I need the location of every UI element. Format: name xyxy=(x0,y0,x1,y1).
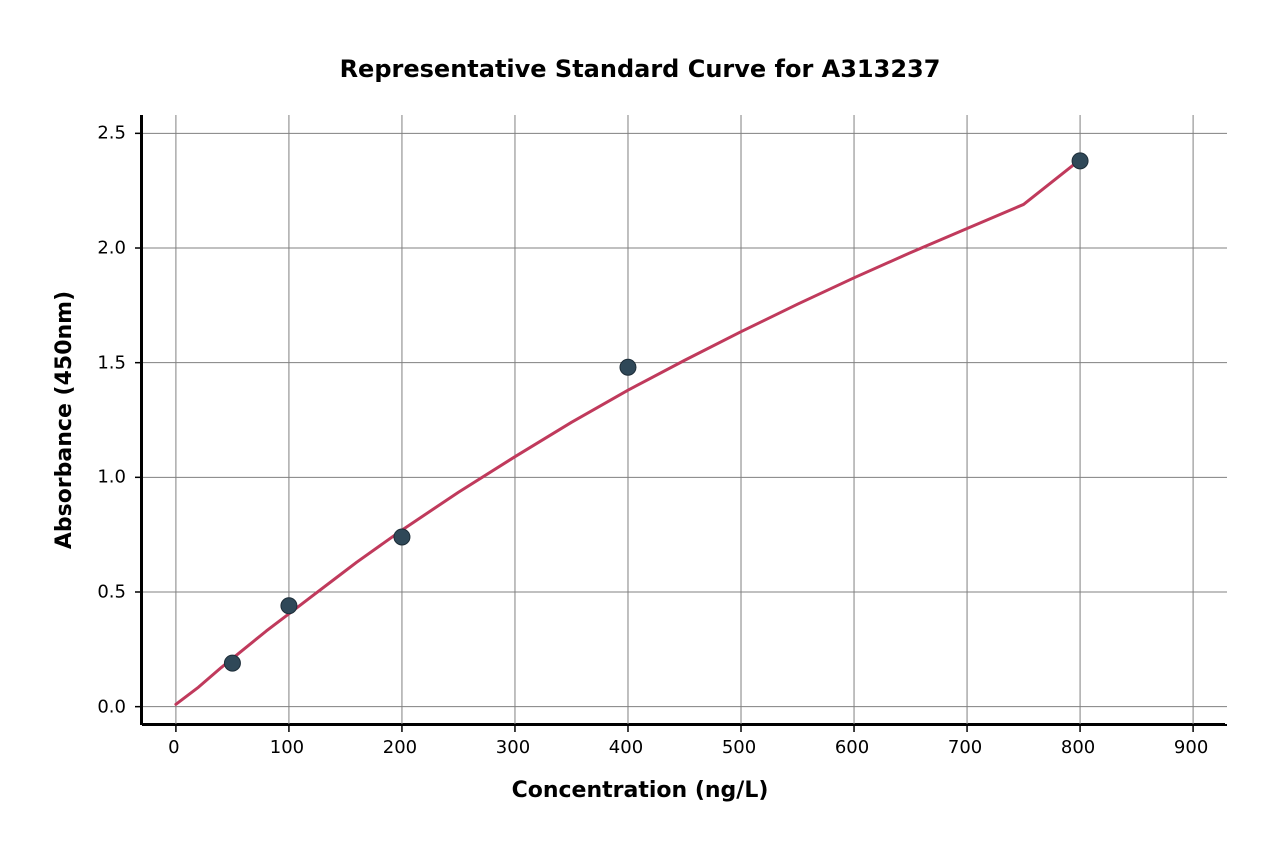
xtick-label: 300 xyxy=(496,737,530,758)
figure: Representative Standard Curve for A31323… xyxy=(0,0,1280,845)
ytick-label: 2.0 xyxy=(97,238,126,259)
ytick-label: 1.5 xyxy=(97,352,126,373)
xtick-label: 100 xyxy=(270,737,304,758)
y-axis-label: Absorbance (450nm) xyxy=(52,115,77,725)
plot-svg xyxy=(142,115,1227,725)
plot-area xyxy=(140,115,1225,725)
data-point xyxy=(1072,153,1088,169)
data-point xyxy=(224,655,240,671)
xtick-label: 600 xyxy=(835,737,869,758)
xtick-label: 400 xyxy=(609,737,643,758)
ytick-label: 0.5 xyxy=(97,581,126,602)
xtick-label: 0 xyxy=(168,737,179,758)
xtick-label: 900 xyxy=(1174,737,1208,758)
data-point xyxy=(281,598,297,614)
data-point xyxy=(394,529,410,545)
xtick-label: 500 xyxy=(722,737,756,758)
chart-title: Representative Standard Curve for A31323… xyxy=(0,55,1280,83)
ytick-label: 1.0 xyxy=(97,467,126,488)
data-point xyxy=(620,359,636,375)
xtick-label: 800 xyxy=(1061,737,1095,758)
ytick-label: 0.0 xyxy=(97,696,126,717)
ytick-label: 2.5 xyxy=(97,123,126,144)
xtick-label: 700 xyxy=(948,737,982,758)
xtick-label: 200 xyxy=(383,737,417,758)
x-axis-label: Concentration (ng/L) xyxy=(0,778,1280,803)
